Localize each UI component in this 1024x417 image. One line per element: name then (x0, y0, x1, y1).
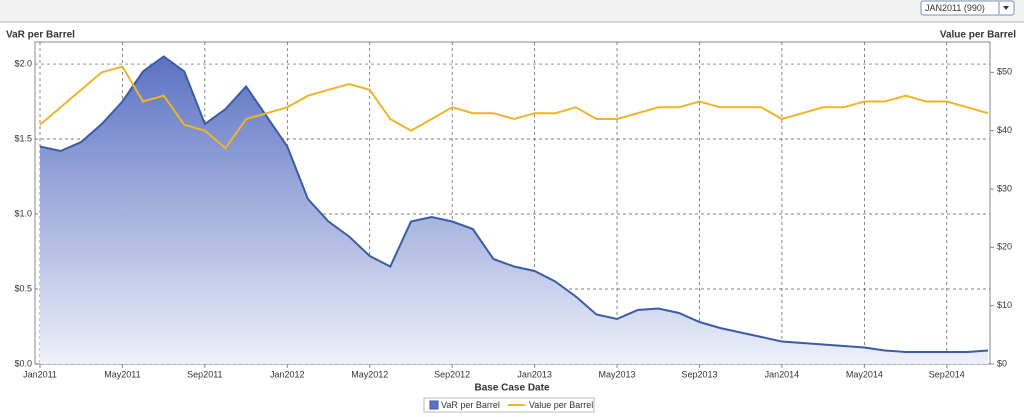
y2-tick-label: $40 (997, 125, 1012, 135)
x-tick-label: Sep2012 (434, 369, 470, 379)
dropdown-text[interactable]: JAN2011 (990) (925, 3, 985, 13)
x-tick-label: May2013 (599, 369, 636, 379)
x-tick-label: Jan2013 (517, 369, 552, 379)
dropdown[interactable]: JAN2011 (990) (920, 0, 1015, 16)
x-tick-label: Sep2011 (187, 369, 222, 379)
legend-label: Value per Barrel (529, 400, 593, 410)
y2-tick-label: $30 (997, 183, 1012, 193)
dropdown-arrow[interactable] (1003, 6, 1009, 10)
y2-tick-label: $10 (997, 300, 1012, 310)
y-axis-title: VaR per Barrel (6, 30, 75, 41)
x-tick-label: May2012 (351, 369, 388, 379)
x-tick-label: May2011 (104, 369, 140, 379)
x-tick-label: Jan2011 (23, 369, 57, 379)
legend-label: VaR per Barrel (441, 400, 500, 410)
legend: VaR per Barrel Value per Barrel (423, 397, 595, 413)
x-tick-label: Jan2014 (765, 369, 800, 379)
x-tick-label: Jan2012 (270, 369, 305, 379)
x-tick-label: Sep2013 (681, 369, 717, 379)
x-tick-label: Sep2014 (929, 369, 965, 379)
y-tick-label: $1.0 (14, 208, 32, 218)
y-tick-label: $0.0 (14, 358, 32, 368)
x-axis-title: Base Case Date (474, 383, 549, 394)
y-tick-label: $0.5 (14, 283, 32, 293)
y2-tick-label: $50 (997, 67, 1012, 77)
y2-tick-label: $0 (997, 358, 1007, 368)
line (39, 55, 989, 353)
y-tick-label: $2.0 (14, 58, 32, 68)
x-tick-label: May2014 (846, 369, 883, 379)
y2-axis-title: Value per Barrel (940, 30, 1016, 41)
y2-tick-label: $20 (997, 242, 1012, 252)
area (40, 56, 988, 364)
dropdown-box[interactable] (920, 0, 1015, 16)
legend-swatch (429, 400, 439, 410)
y-tick-label: $1.5 (14, 133, 32, 143)
toolbar (0, 0, 1024, 22)
line (39, 65, 989, 150)
